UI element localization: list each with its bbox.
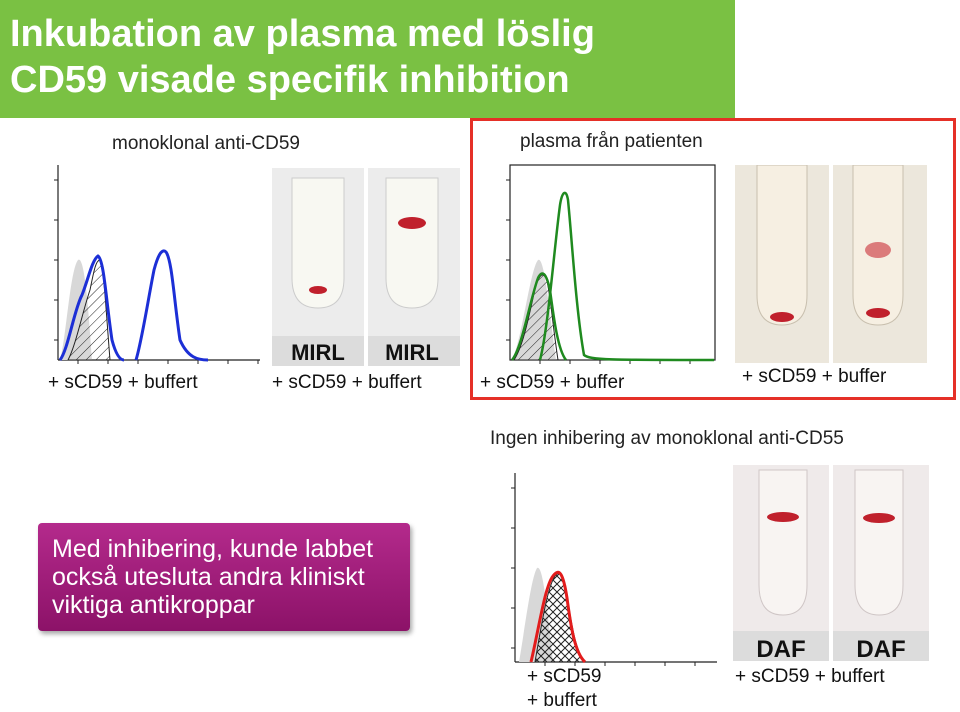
note-callout: Med inhibering, kunde labbet också utesl… [38,523,410,631]
caption-monoclonal: monoklonal anti-CD59 [112,133,300,154]
histogram-monoclonal [54,165,260,364]
tube-label-mirl-left: MIRL [291,340,345,365]
histogram-patient [506,164,716,364]
tube-label-daf-right: DAF [856,636,905,663]
title-line-1: Inkubation av plasma med löslig [10,13,595,55]
tube-photos-patient [735,165,927,363]
tube-photos-mirl: MIRL MIRL [272,168,460,366]
note-line-2: också utesluta andra kliniskt [52,563,365,591]
label-tubes-1: + sCD59 + buffert [272,372,422,393]
label-tubes-2: + sCD59 + buffer [742,366,887,387]
title-line-2: CD59 visade specifik inhibition [10,59,570,101]
caption-no-inhibition: Ingen inhibering av monoklonal anti-CD55 [490,428,844,449]
label-tubes-3: + sCD59 + buffert [735,666,885,687]
tube-label-mirl-right: MIRL [385,340,439,365]
label-hist-2: + sCD59 + buffer [480,372,625,393]
tube-photos-daf: DAF DAF [733,465,929,663]
title-banner: Inkubation av plasma med löslig CD59 vis… [0,0,735,118]
tube-label-daf-left: DAF [756,636,805,663]
label-hist-3-line-2: + buffert [527,690,597,711]
histogram-cd55 [511,473,717,666]
patient-frame [470,118,956,400]
caption-patient: plasma från patienten [520,131,703,152]
note-line-3: viktiga antikroppar [52,591,255,619]
label-hist-1: + sCD59 + buffert [48,372,198,393]
label-hist-3-line-1: + sCD59 [527,666,602,687]
note-line-1: Med inhibering, kunde labbet [52,535,374,563]
